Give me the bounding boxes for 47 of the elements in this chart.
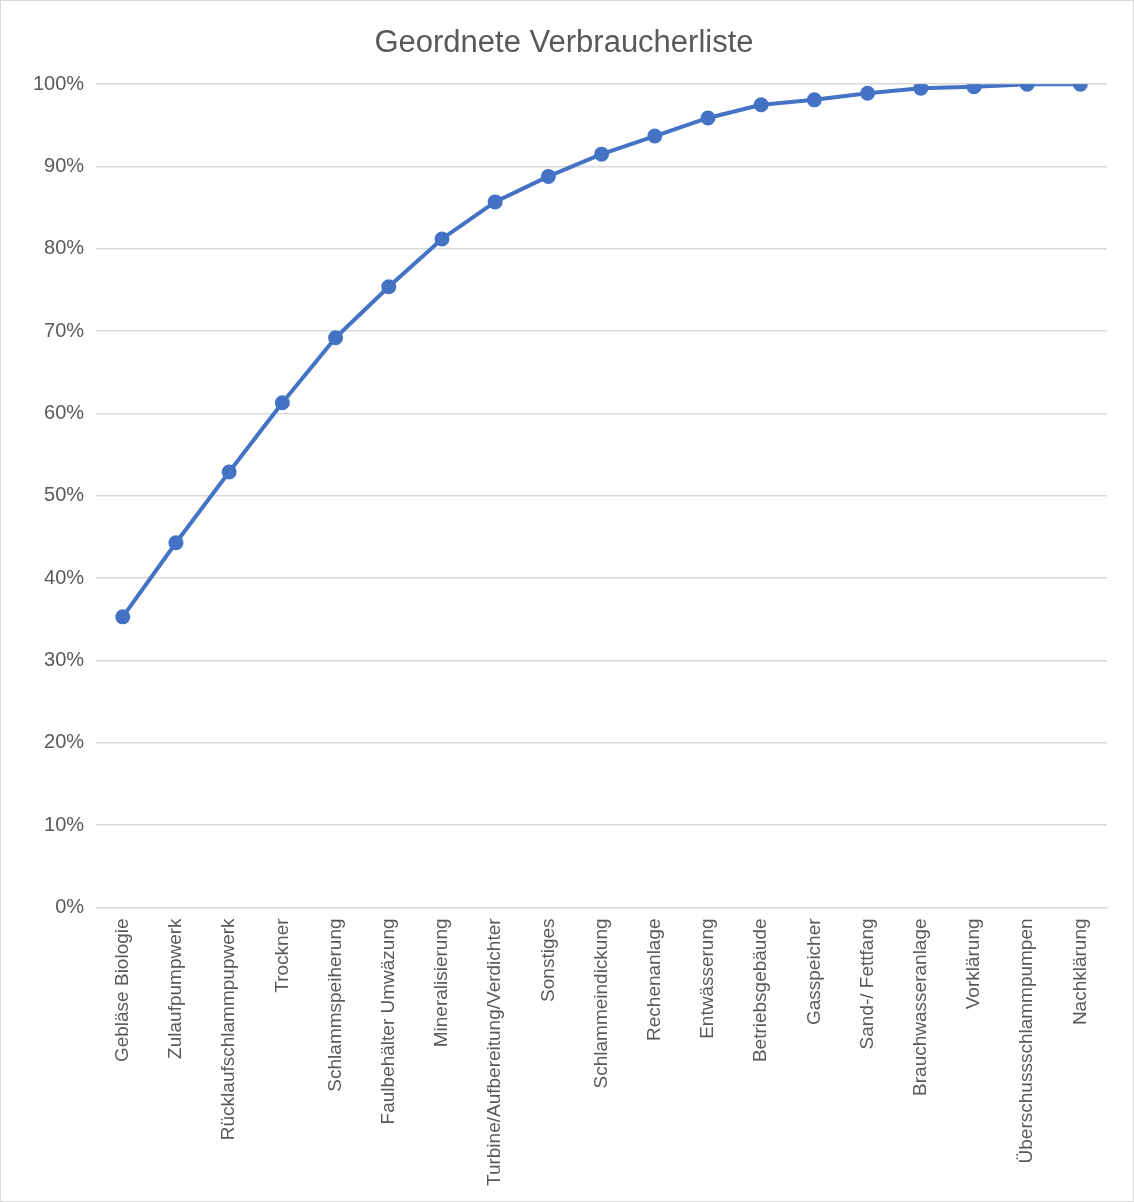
y-tick-label: 30% [44, 647, 85, 670]
x-tick-label: Trockner [270, 917, 292, 993]
y-tick-label: 20% [44, 730, 85, 753]
y-tick-label: 40% [44, 565, 85, 588]
x-tick-label: Vorklärung [962, 918, 984, 1010]
x-tick-label: Faulbehälter Umwäzung [377, 918, 398, 1125]
x-tick-label: Schlammeindickung [589, 918, 611, 1089]
point [753, 97, 769, 113]
x-tick-label: Rücklaufschlammpupwerk [217, 917, 239, 1141]
x-tick-label: Brauchwasseranlage [909, 918, 931, 1096]
point [221, 464, 237, 480]
point [913, 84, 929, 96]
x-tick-label: Betriebsgebäude [749, 918, 771, 1063]
y-tick-label: 0% [55, 894, 85, 917]
y-tick-label: 70% [44, 318, 85, 341]
x-tick-label: Überschussschlammpumpen [1015, 918, 1037, 1164]
point [434, 231, 450, 247]
x-tick-label: Mineralisierung [430, 918, 452, 1048]
x-tick-label: Turbine/Aufbereitung/Verdichter [483, 917, 505, 1187]
point [806, 92, 822, 108]
point [700, 110, 716, 126]
point [540, 168, 556, 184]
y-tick-label: 80% [44, 236, 85, 259]
point [274, 395, 290, 411]
point [647, 128, 663, 144]
point [487, 194, 503, 210]
x-tick-label: Zulaufpumpwerk [164, 917, 186, 1059]
x-tick-label: Gasspeicher [802, 917, 824, 1026]
y-tick-label: 60% [44, 401, 85, 424]
x-tick-label: Schlammspeiherung [323, 918, 345, 1092]
x-tick-label: Sonstiges [536, 918, 558, 1002]
x-tick-label: Gebläse Biologie [110, 918, 132, 1063]
x-tick-label: Entwässerung [696, 918, 718, 1039]
x-tick-label: Rechenanlage [643, 918, 665, 1041]
y-tick-label: 90% [44, 154, 85, 177]
y-tick-label: 100% [33, 71, 85, 94]
point [115, 609, 131, 625]
y-tick-label: 10% [44, 812, 85, 835]
x-tick-label: Nachklärung [1068, 918, 1090, 1026]
point [381, 279, 397, 295]
y-tick-label: 50% [44, 483, 85, 506]
x-tick-label: Sand-/ Fettfang [855, 918, 877, 1050]
point [328, 330, 344, 346]
point [860, 85, 876, 101]
chart-title: Geordnete Verbraucherliste [374, 24, 754, 60]
point [168, 535, 184, 551]
point [594, 146, 610, 162]
